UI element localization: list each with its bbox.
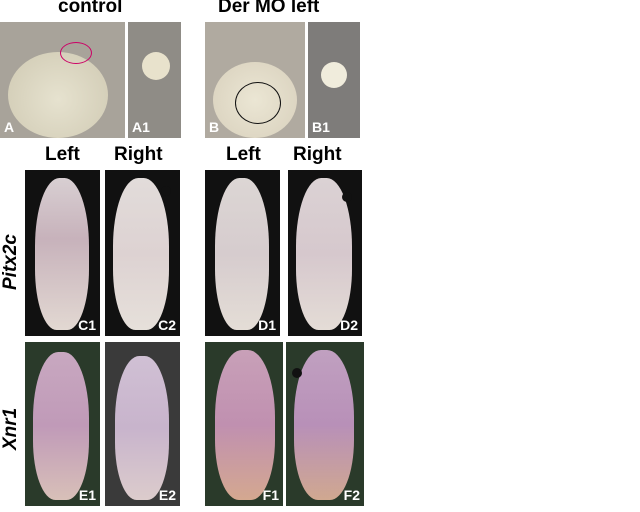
panel-a1: A1 [128,22,181,138]
panel-c1: C1 [25,170,100,336]
panel-label: E1 [78,487,96,503]
panel-label: D1 [258,317,276,333]
row-label-xnr1: Xnr1 [0,407,21,450]
panel-label: D2 [340,317,358,333]
panel-label: B1 [312,119,330,135]
panel-e2: E2 [105,342,180,506]
panel-a: A [0,22,125,138]
panel-label: C2 [158,317,176,333]
column-label-left: Left [226,144,261,165]
panel-b: B [205,22,305,138]
panel-f2: F2 [286,342,364,506]
column-label-left: Left [45,144,80,165]
panel-f1: F1 [205,342,283,506]
panel-e1: E1 [25,342,100,506]
panel-label: E2 [158,487,176,503]
panel-label: A [4,119,15,135]
panel-label: C1 [78,317,96,333]
header-control: control [58,0,123,17]
panel-b1: B1 [308,22,360,138]
row-label-pitx2c: Pitx2c [0,234,21,290]
panel-d1: D1 [205,170,280,336]
panel-c2: C2 [105,170,180,336]
panel-label: B [209,119,220,135]
panel-d2: D2 [288,170,362,336]
header-der-mo-left: Der MO left [218,0,320,17]
panel-label: F1 [262,487,279,503]
panel-label: F2 [343,487,360,503]
panel-label: A1 [132,119,150,135]
column-label-right: Right [293,144,342,165]
column-label-right: Right [114,144,163,165]
